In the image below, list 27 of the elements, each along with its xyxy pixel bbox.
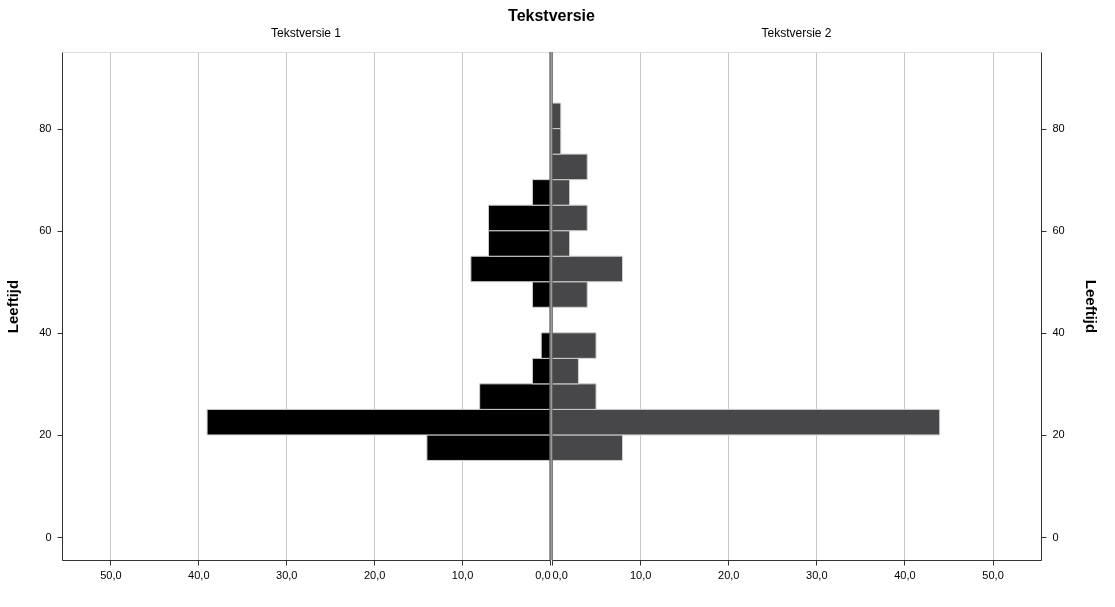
chart-title: Tekstversie 2 (761, 25, 832, 40)
x-tick-label: 30,0 (806, 568, 828, 581)
x-tick-label: 40,0 (894, 568, 916, 581)
y-tick-label: 40 (1052, 326, 1065, 339)
y-tick-label: 60 (39, 224, 52, 237)
y-tick-label: 60 (1052, 224, 1065, 237)
x-tick-label: 0,0 (552, 568, 568, 581)
y-tick-label: 40 (39, 326, 52, 339)
y-tick-label: 0 (45, 530, 52, 543)
x-tick-label: 50,0 (982, 568, 1004, 581)
y-axis-title: Leeftijd (1082, 279, 1100, 334)
x-tick-label: 10,0 (451, 568, 474, 581)
x-tick-label: 40,0 (188, 568, 210, 581)
x-tick-label: 30,0 (276, 568, 298, 581)
y-tick-label: 0 (1052, 530, 1059, 543)
y-tick-label: 20 (39, 428, 52, 441)
y-tick-label: 80 (1052, 122, 1065, 135)
x-tick-label: 0,0 (535, 568, 551, 581)
x-tick-label: 20,0 (718, 568, 740, 581)
x-tick-label: 50,0 (100, 568, 122, 581)
text: Tekstversie (508, 7, 596, 24)
chart-title: Tekstversie 1 (270, 25, 342, 40)
x-tick-label: 10,0 (629, 568, 652, 581)
y-axis-title: Leeftijd (4, 279, 22, 334)
y-tick-label: 80 (39, 122, 52, 135)
y-tick-label: 20 (1052, 428, 1065, 441)
x-tick-label: 20,0 (363, 568, 386, 581)
